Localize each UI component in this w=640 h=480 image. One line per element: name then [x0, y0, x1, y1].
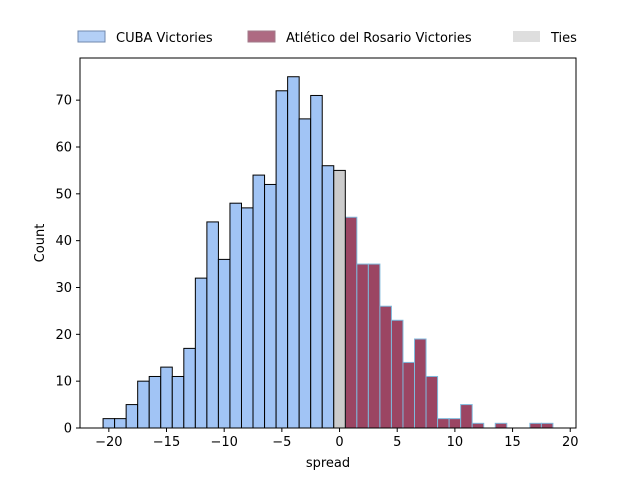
x-tick-label: −15 [153, 435, 180, 450]
y-tick-label: 60 [55, 140, 72, 155]
bar-rosario [448, 418, 462, 429]
bar-ties [333, 169, 346, 429]
bar-cuba [137, 380, 150, 429]
bars [102, 76, 554, 429]
bar-cuba [287, 76, 300, 429]
y-tick-label: 10 [55, 375, 72, 390]
bar-cuba [183, 347, 196, 429]
bar-rosario [356, 263, 369, 429]
y-tick-label: 30 [55, 281, 72, 296]
x-tick-label: 20 [562, 435, 579, 450]
x-tick-label: 15 [504, 435, 521, 450]
bar-rosario [390, 319, 404, 429]
bar-rosario [344, 216, 358, 429]
y-tick-label: 20 [55, 328, 72, 343]
bar-cuba [102, 418, 116, 429]
bar-rosario [460, 404, 473, 429]
y-tick-label: 70 [55, 94, 72, 109]
bar-cuba [240, 207, 254, 429]
bar-cuba [310, 94, 323, 429]
x-tick-label: −10 [210, 435, 237, 450]
bar-rosario [402, 361, 416, 429]
bar-rosario [379, 305, 392, 429]
x-axis: −20 −15 −10 −5 0 5 10 15 20 [95, 428, 579, 450]
bar-cuba [125, 404, 139, 429]
y-tick-label: 50 [55, 187, 72, 202]
y-tick-label: 0 [64, 422, 72, 437]
y-axis-label: Count [33, 224, 48, 263]
bar-cuba [229, 202, 242, 429]
legend-swatch-cuba [77, 30, 106, 43]
legend-label-cuba: CUBA Victories [116, 31, 213, 46]
bar-rosario [540, 422, 554, 429]
bar-cuba [114, 418, 127, 429]
x-tick-label: 5 [393, 435, 401, 450]
bar-cuba [298, 118, 312, 429]
bar-cuba [252, 174, 266, 429]
bar-cuba [148, 375, 162, 429]
bar-cuba [217, 258, 231, 429]
x-tick-label: −5 [272, 435, 291, 450]
legend-label-ties: Ties [550, 31, 577, 46]
bar-cuba [171, 375, 185, 429]
plot-frame [79, 57, 577, 429]
y-tick-label: 40 [55, 234, 72, 249]
bar-cuba [194, 277, 208, 429]
bar-rosario [494, 422, 508, 429]
x-axis-label: spread [306, 456, 350, 471]
bar-rosario [425, 375, 439, 429]
bar-rosario [437, 418, 450, 429]
bar-rosario [414, 338, 427, 429]
bar-rosario [471, 422, 485, 429]
bar-cuba [321, 165, 335, 429]
bar-rosario [529, 422, 542, 429]
legend: CUBA Victories Atlético del Rosario Victo… [77, 30, 577, 46]
legend-swatch-ties [513, 31, 540, 42]
bar-cuba [275, 90, 289, 429]
legend-label-rosario: Atlético del Rosario Victories [286, 31, 472, 46]
x-tick-label: 0 [335, 435, 343, 450]
bar-cuba [160, 366, 173, 429]
bar-rosario [367, 263, 381, 429]
y-axis: 0 10 20 30 40 50 60 70 [55, 94, 80, 437]
x-tick-label: 10 [447, 435, 464, 450]
x-tick-label: −20 [95, 435, 122, 450]
bar-cuba [264, 183, 277, 429]
legend-swatch-rosario [247, 30, 276, 43]
bar-cuba [206, 221, 219, 429]
